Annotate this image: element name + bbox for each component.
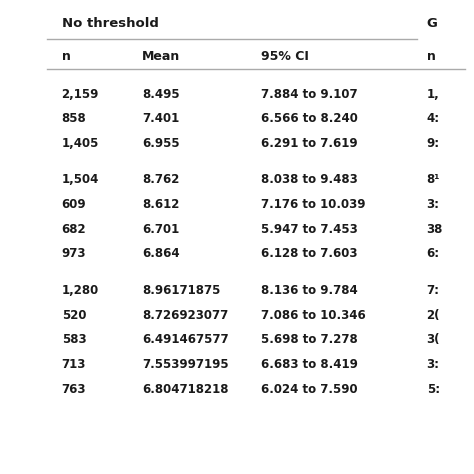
Text: 38: 38 xyxy=(427,223,443,236)
Text: 583: 583 xyxy=(62,333,86,346)
Text: 7.086 to 10.346: 7.086 to 10.346 xyxy=(261,309,365,321)
Text: 8¹: 8¹ xyxy=(427,173,440,186)
Text: 8.96171875: 8.96171875 xyxy=(142,284,220,297)
Text: Mean: Mean xyxy=(142,50,181,63)
Text: 2,159: 2,159 xyxy=(62,88,99,100)
Text: 1,504: 1,504 xyxy=(62,173,99,186)
Text: 6.864: 6.864 xyxy=(142,247,180,260)
Text: 8.495: 8.495 xyxy=(142,88,180,100)
Text: 6.128 to 7.603: 6.128 to 7.603 xyxy=(261,247,357,260)
Text: 3:: 3: xyxy=(427,358,439,371)
Text: n: n xyxy=(62,50,71,63)
Text: 6:: 6: xyxy=(427,247,440,260)
Text: 763: 763 xyxy=(62,383,86,395)
Text: 973: 973 xyxy=(62,247,86,260)
Text: 3:: 3: xyxy=(427,198,439,211)
Text: 7.553997195: 7.553997195 xyxy=(142,358,229,371)
Text: 8.038 to 9.483: 8.038 to 9.483 xyxy=(261,173,357,186)
Text: 1,405: 1,405 xyxy=(62,137,99,150)
Text: 5.947 to 7.453: 5.947 to 7.453 xyxy=(261,223,357,236)
Text: 713: 713 xyxy=(62,358,86,371)
Text: 8.726923077: 8.726923077 xyxy=(142,309,228,321)
Text: 7.884 to 9.107: 7.884 to 9.107 xyxy=(261,88,357,100)
Text: 3(: 3( xyxy=(427,333,440,346)
Text: 8.612: 8.612 xyxy=(142,198,180,211)
Text: 4:: 4: xyxy=(427,112,440,125)
Text: 6.291 to 7.619: 6.291 to 7.619 xyxy=(261,137,357,150)
Text: 2(: 2( xyxy=(427,309,440,321)
Text: 6.024 to 7.590: 6.024 to 7.590 xyxy=(261,383,357,395)
Text: 9:: 9: xyxy=(427,137,440,150)
Text: 5:: 5: xyxy=(427,383,440,395)
Text: 1,280: 1,280 xyxy=(62,284,99,297)
Text: 6.701: 6.701 xyxy=(142,223,180,236)
Text: 95% CI: 95% CI xyxy=(261,50,309,63)
Text: No threshold: No threshold xyxy=(62,17,158,29)
Text: 7:: 7: xyxy=(427,284,439,297)
Text: 6.491467577: 6.491467577 xyxy=(142,333,229,346)
Text: 6.683 to 8.419: 6.683 to 8.419 xyxy=(261,358,357,371)
Text: 8.136 to 9.784: 8.136 to 9.784 xyxy=(261,284,357,297)
Text: 609: 609 xyxy=(62,198,86,211)
Text: 8.762: 8.762 xyxy=(142,173,180,186)
Text: 520: 520 xyxy=(62,309,86,321)
Text: 6.804718218: 6.804718218 xyxy=(142,383,228,395)
Text: G: G xyxy=(427,17,438,29)
Text: 5.698 to 7.278: 5.698 to 7.278 xyxy=(261,333,357,346)
Text: 6.566 to 8.240: 6.566 to 8.240 xyxy=(261,112,357,125)
Text: 6.955: 6.955 xyxy=(142,137,180,150)
Text: n: n xyxy=(427,50,436,63)
Text: 7.176 to 10.039: 7.176 to 10.039 xyxy=(261,198,365,211)
Text: 7.401: 7.401 xyxy=(142,112,180,125)
Text: 1,: 1, xyxy=(427,88,439,100)
Text: 858: 858 xyxy=(62,112,86,125)
Text: 682: 682 xyxy=(62,223,86,236)
